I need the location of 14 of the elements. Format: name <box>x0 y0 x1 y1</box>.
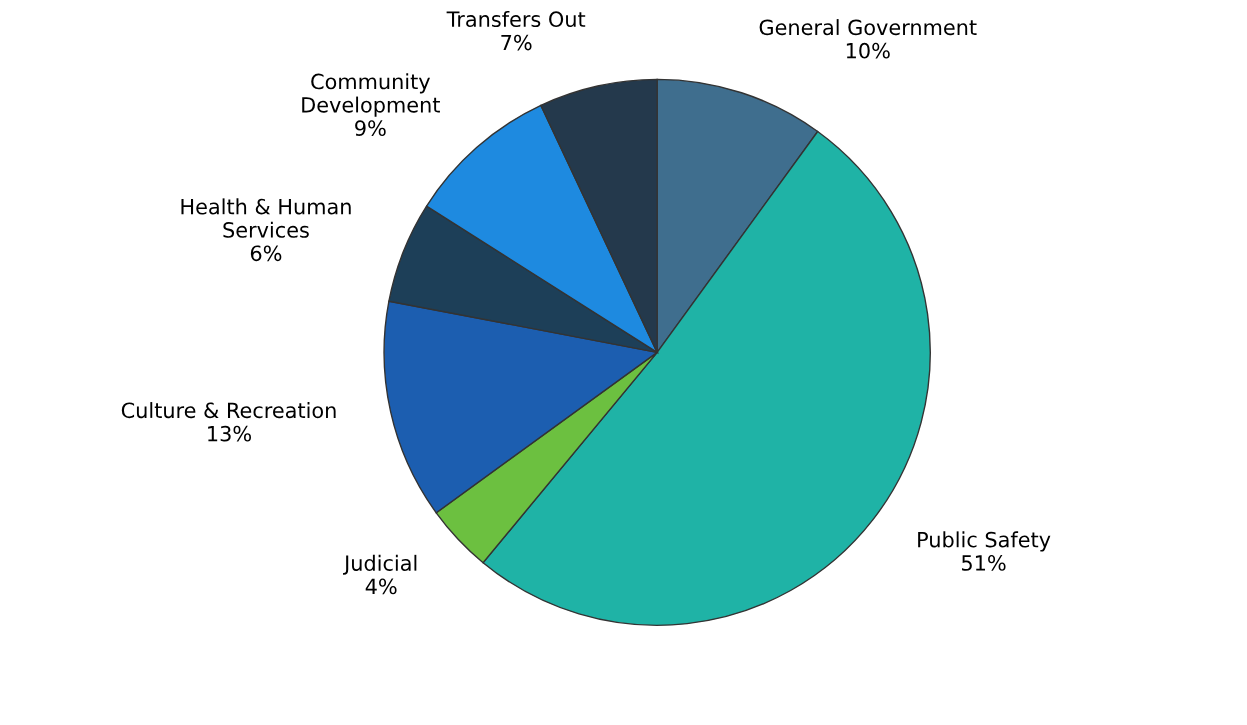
data-label: 7% <box>501 34 532 51</box>
slice-label: Judicial <box>343 554 417 575</box>
data-label: 10% <box>846 42 890 59</box>
data-label: 9% <box>355 120 386 137</box>
slice-label: Community Development <box>302 73 440 117</box>
slice-label: Public Safety <box>918 531 1051 552</box>
data-label: 4% <box>365 578 397 595</box>
data-label: 6% <box>250 245 282 262</box>
slice-label: Transfers Out <box>446 10 586 28</box>
slice-label: Culture & Recreation <box>121 402 336 419</box>
data-label: 51% <box>962 555 1006 571</box>
slice-label: General Government <box>759 19 977 36</box>
slice-label: Health & Human Services <box>181 198 351 238</box>
data-label: 13% <box>208 425 251 442</box>
